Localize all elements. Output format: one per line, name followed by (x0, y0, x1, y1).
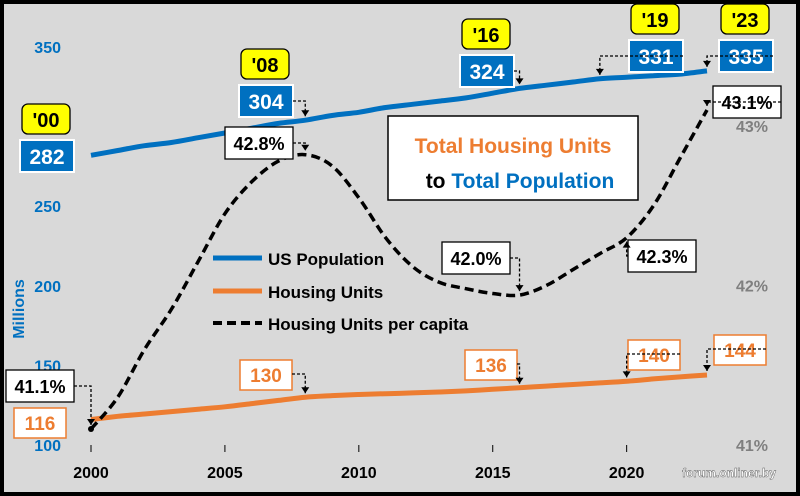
housing-leader (292, 373, 306, 394)
population-value-label: 335 (728, 46, 763, 69)
right-tick-label: 43% (736, 119, 768, 136)
population-value-box (238, 84, 294, 118)
left-axis-label: Millions (11, 279, 28, 339)
per-capita-value-box (5, 369, 75, 403)
title-box (387, 115, 639, 201)
x-tick-label: 2005 (207, 465, 243, 482)
per-capita-value-box (441, 241, 511, 275)
per-capita-leader-head (622, 241, 631, 248)
title-line-2-highlight: Total Population (451, 170, 614, 193)
year-badge-label: '16 (472, 25, 499, 47)
x-tick-label: 2015 (475, 465, 511, 482)
legend-label-housing: Housing Units (268, 283, 383, 302)
population-leader-head (515, 78, 524, 85)
per-capita-leader (510, 257, 521, 292)
housing-leader (517, 363, 521, 384)
housing-value-box (13, 407, 67, 439)
year-badge-label: '00 (32, 110, 59, 132)
housing-leader-head (703, 364, 711, 371)
year-badge-label: '23 (731, 10, 758, 32)
per-capita-value-label: 42.8% (233, 134, 284, 154)
per-capita-leader-head (703, 100, 711, 107)
left-tick-label: 250 (34, 199, 61, 216)
housing-value-box (464, 349, 518, 381)
housing-leader-head (622, 371, 631, 378)
per-capita-value-label: 42.0% (450, 249, 501, 269)
legend-label-population: US Population (268, 250, 384, 269)
population-leader (514, 70, 521, 85)
legend-label-per-capita: Housing Units per capita (268, 315, 469, 334)
x-tick-label: 2000 (73, 465, 109, 482)
population-value-label: 304 (248, 91, 283, 114)
population-leader-head (703, 60, 711, 67)
population-leader (706, 55, 773, 67)
year-badge (720, 3, 770, 35)
year-badge-label: '19 (641, 10, 668, 32)
housing-value-label: 116 (25, 414, 56, 435)
x-tick-label: 2020 (609, 465, 645, 482)
year-badge (240, 48, 290, 80)
population-leader-head (595, 68, 604, 75)
series-line-housing (90, 372, 708, 422)
watermark: forum.onliner.by (682, 466, 776, 480)
housing-leader-head (515, 377, 524, 384)
housing-value-label: 144 (724, 341, 756, 362)
year-badge-label: '08 (251, 55, 278, 77)
series-line-per-capita (89, 109, 709, 431)
year-badge (630, 3, 680, 35)
right-tick-label: 42% (736, 279, 768, 296)
right-tick-label: 41% (736, 438, 768, 455)
left-tick-label: 200 (34, 279, 61, 296)
housing-value-label: 136 (475, 356, 507, 377)
year-badge (461, 18, 511, 50)
title-line-2-prefix: to (426, 170, 446, 193)
legend: US Population Housing Units Housing Unit… (213, 250, 469, 334)
per-capita-leader-head (515, 285, 524, 292)
x-tick-label: 2010 (341, 465, 377, 482)
population-value-label: 331 (638, 46, 673, 69)
per-capita-value-label: 42.3% (636, 247, 687, 267)
housing-value-box (239, 359, 293, 391)
title-line-2: to Total Population (426, 170, 615, 193)
population-value-label: 324 (469, 61, 504, 84)
series-line-population (90, 68, 708, 158)
housing-value-box (627, 339, 681, 371)
population-value-label: 282 (29, 146, 64, 169)
population-leader-head (301, 110, 310, 117)
left-tick-label: 350 (34, 40, 61, 57)
per-capita-value-label: 41.1% (14, 377, 65, 397)
chart-title: Total Housing Units to Total Population (387, 115, 639, 201)
per-capita-value-label: 43.1% (721, 93, 772, 113)
population-leader (599, 55, 683, 75)
title-line-1: Total Housing Units (415, 135, 612, 158)
population-value-box (459, 54, 515, 88)
housing-value-label: 130 (250, 366, 282, 387)
housing-value-label: 140 (638, 346, 670, 367)
per-capita-point (88, 426, 94, 433)
year-badge (21, 103, 71, 135)
population-value-box (19, 139, 75, 173)
per-capita-leader-head (301, 144, 310, 151)
housing-leader (626, 353, 680, 378)
per-capita-value-box (224, 126, 294, 160)
housing-leader-head (301, 387, 310, 394)
per-capita-value-box (627, 239, 697, 273)
per-capita-leader-head (87, 419, 95, 426)
left-tick-label: 100 (34, 438, 61, 455)
housing-value-box (713, 334, 767, 366)
per-capita-leader (74, 385, 92, 426)
